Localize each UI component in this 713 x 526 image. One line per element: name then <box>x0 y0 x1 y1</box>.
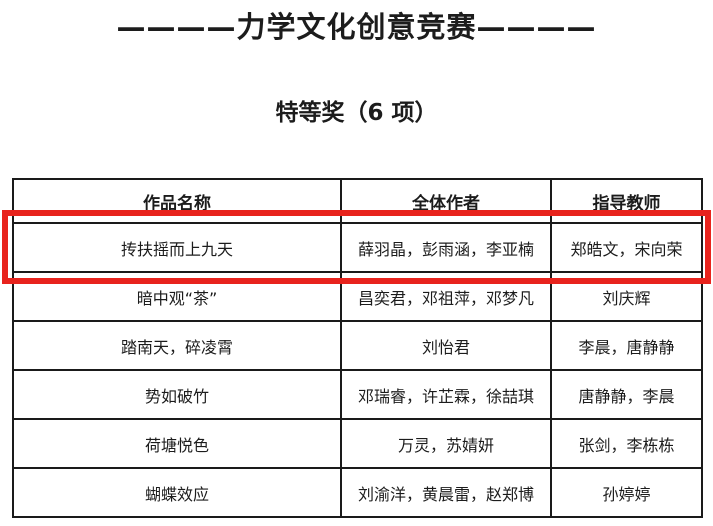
cell-teachers: 唐静静，李晨 <box>550 369 703 420</box>
awards-table: 作品名称 全体作者 指导教师 抟扶摇而上九天 薛羽晶，彭雨涵，李亚楠 郑皓文，宋… <box>12 178 703 518</box>
cell-work-name: 势如破竹 <box>12 369 342 420</box>
cell-work-name: 踏南天，碎凌霄 <box>12 320 342 371</box>
cell-teachers: 刘庆辉 <box>550 271 703 322</box>
cell-authors: 万灵，苏婧妍 <box>340 418 552 469</box>
cell-authors: 昌奕君，邓祖萍，邓梦凡 <box>340 271 552 322</box>
table-row: 势如破竹 邓瑞睿，许芷霖，徐喆琪 唐静静，李晨 <box>12 369 703 420</box>
cell-work-name: 荷塘悦色 <box>12 418 342 469</box>
document-title: ————力学文化创意竞赛———— <box>116 10 597 44</box>
award-section-heading: 特等奖（6 项） <box>275 100 438 126</box>
table-row: 抟扶摇而上九天 薛羽晶，彭雨涵，李亚楠 郑皓文，宋向荣 <box>12 222 703 273</box>
cell-teachers: 李晨，唐静静 <box>550 320 703 371</box>
cell-authors: 刘怡君 <box>340 320 552 371</box>
cell-teachers: 郑皓文，宋向荣 <box>550 222 703 273</box>
cell-authors: 刘渝洋，黄晨雷，赵郑博 <box>340 467 552 518</box>
table-row: 荷塘悦色 万灵，苏婧妍 张剑，李栋栋 <box>12 418 703 469</box>
cell-authors: 薛羽晶，彭雨涵，李亚楠 <box>340 222 552 273</box>
table-row: 踏南天，碎凌霄 刘怡君 李晨，唐静静 <box>12 320 703 371</box>
table-header-row: 作品名称 全体作者 指导教师 <box>12 178 703 224</box>
header-work-name: 作品名称 <box>12 178 342 224</box>
cell-teachers: 张剑，李栋栋 <box>550 418 703 469</box>
cell-authors: 邓瑞睿，许芷霖，徐喆琪 <box>340 369 552 420</box>
header-teachers: 指导教师 <box>550 178 703 224</box>
cell-work-name: 蝴蝶效应 <box>12 467 342 518</box>
cell-work-name: 抟扶摇而上九天 <box>12 222 342 273</box>
header-authors: 全体作者 <box>340 178 552 224</box>
cell-teachers: 孙婷婷 <box>550 467 703 518</box>
cell-work-name: 暗中观“茶” <box>12 271 342 322</box>
table-row: 蝴蝶效应 刘渝洋，黄晨雷，赵郑博 孙婷婷 <box>12 467 703 518</box>
table-row: 暗中观“茶” 昌奕君，邓祖萍，邓梦凡 刘庆辉 <box>12 271 703 322</box>
